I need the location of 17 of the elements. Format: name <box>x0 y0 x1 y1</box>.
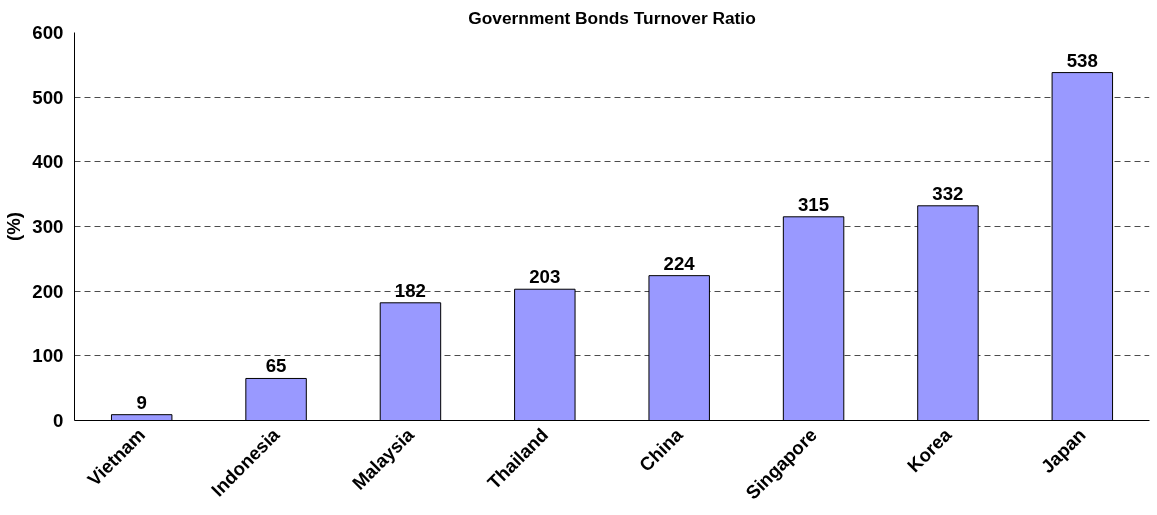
data-label: 65 <box>265 355 287 377</box>
y-tick-label: 300 <box>32 216 64 237</box>
data-label: 315 <box>798 193 830 215</box>
data-label: 224 <box>663 252 696 274</box>
data-label: 182 <box>394 279 427 301</box>
data-label: 332 <box>932 182 964 204</box>
data-label: 9 <box>136 391 147 413</box>
y-tick-label: 200 <box>32 280 64 302</box>
y-tick-label: 0 <box>53 410 64 431</box>
y-tick-label: 500 <box>32 86 64 108</box>
y-tick-label: 600 <box>32 22 64 43</box>
data-label: 538 <box>1066 49 1098 71</box>
y-axis-title: (%) <box>3 211 25 242</box>
chart-title: Government Bonds Turnover Ratio <box>468 7 756 28</box>
y-tick-label: 100 <box>32 345 64 367</box>
y-tick-label: 400 <box>32 151 64 173</box>
data-label: 203 <box>529 266 561 288</box>
